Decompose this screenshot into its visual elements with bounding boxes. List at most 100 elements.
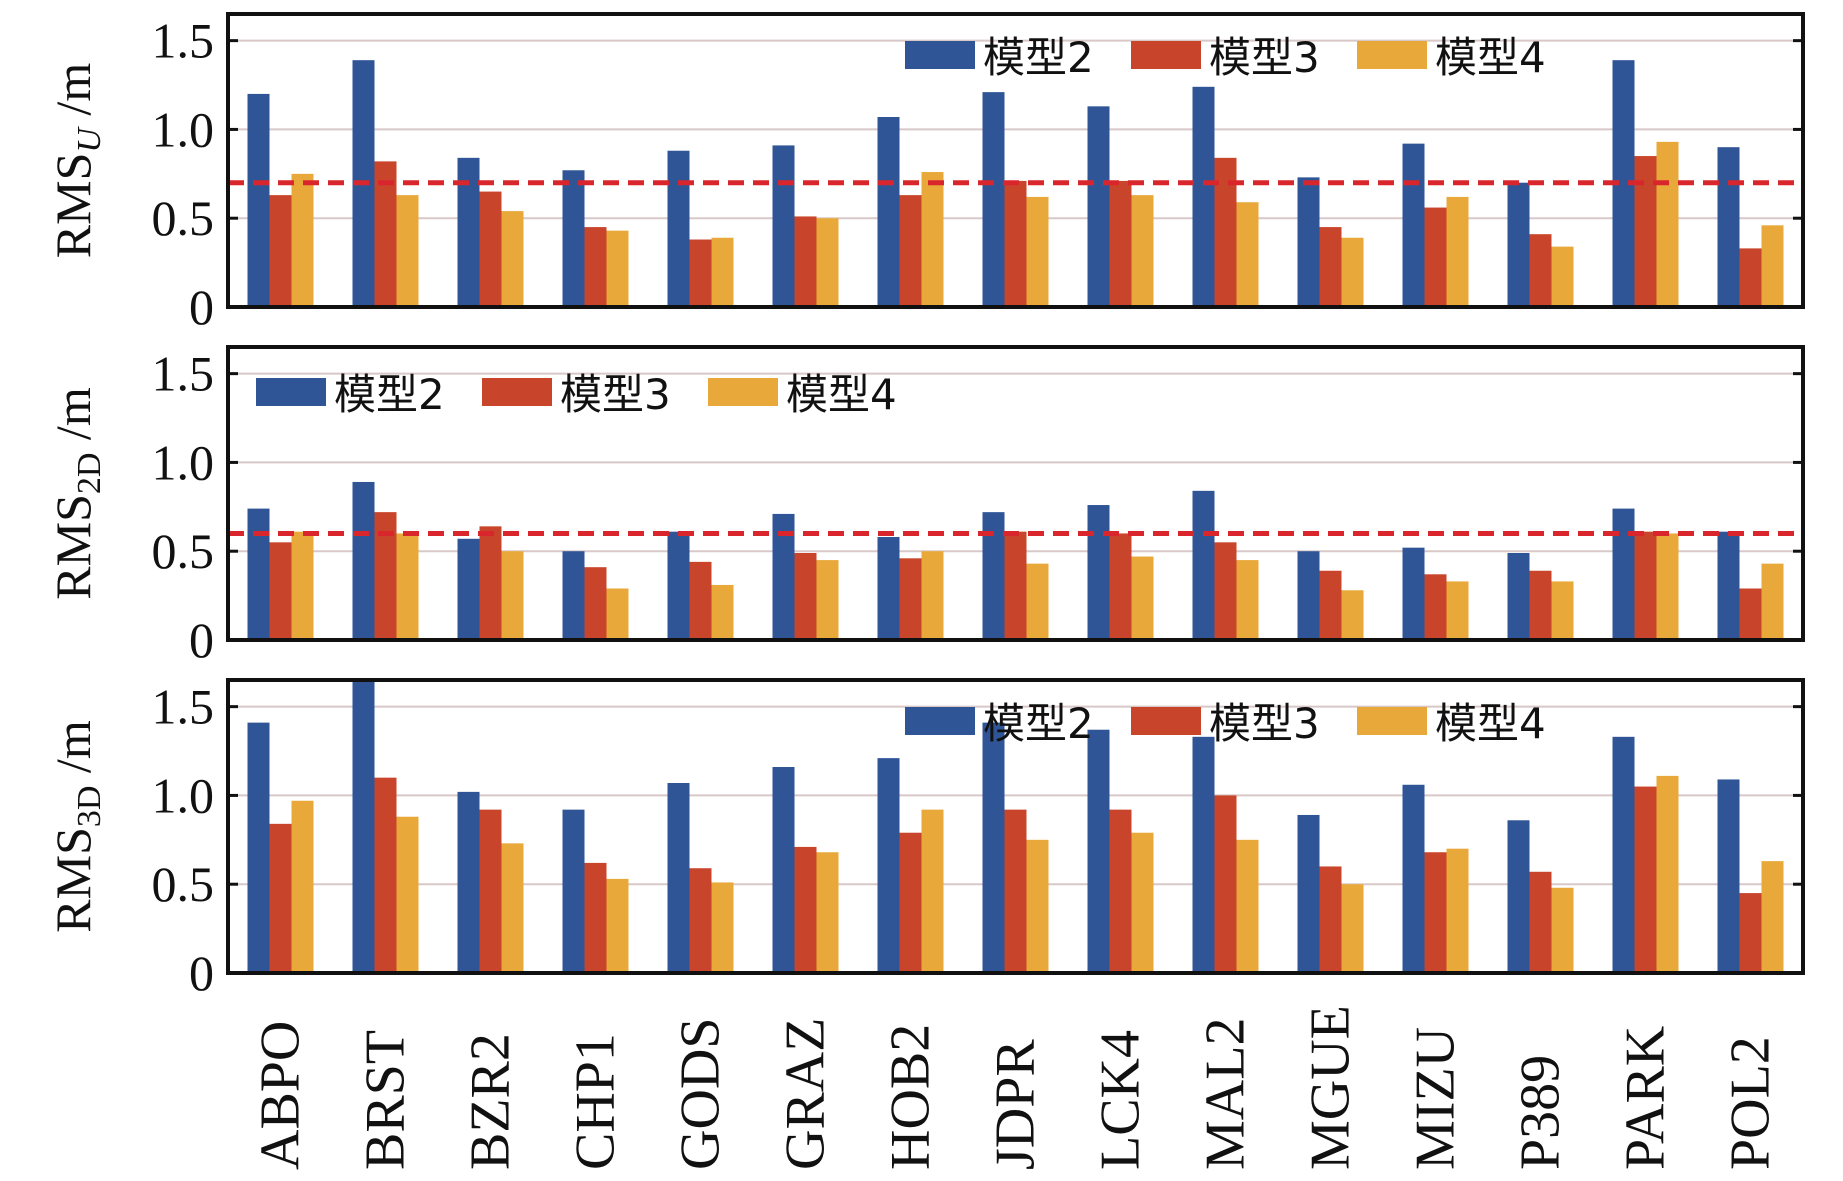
legend-label-model2: 模型2: [983, 33, 1094, 82]
bar-model3-graz: [794, 552, 817, 640]
bar-model4-park: [1656, 533, 1679, 640]
bar-model2-hob2: [877, 758, 900, 973]
bar-model4-p389: [1551, 581, 1574, 640]
legend-swatch-model3: [1131, 707, 1201, 735]
bar-model3-gods: [689, 561, 712, 640]
legend-swatch-model2: [905, 707, 975, 735]
y-axis-title-unit: /m: [45, 63, 101, 128]
legend-swatch-model2: [256, 378, 326, 406]
legend-swatch-model4: [708, 378, 778, 406]
bar-model2-mgue: [1297, 551, 1320, 640]
bar-model3-chp1: [584, 862, 607, 973]
bar-model2-bzr2: [457, 157, 480, 307]
bar-model2-chp1: [562, 551, 585, 640]
y-axis-title-unit: /m: [45, 387, 101, 452]
bar-model2-pol2: [1717, 779, 1740, 973]
bar-model3-mizu: [1424, 574, 1447, 640]
bar-model3-brst: [374, 777, 397, 973]
bar-model4-mal2: [1236, 560, 1259, 640]
legend-label-model3: 模型3: [1209, 33, 1320, 82]
bar-model3-mizu: [1424, 207, 1447, 307]
bar-model3-gods: [689, 239, 712, 307]
bar-model4-mgue: [1341, 237, 1364, 307]
bar-model4-gods: [711, 584, 734, 640]
y-axis-title-main: RMS: [45, 494, 101, 600]
legend-swatch-model3: [482, 378, 552, 406]
category-label-abpo: ABPO: [250, 1021, 312, 1170]
bar-model2-mal2: [1192, 86, 1215, 307]
y-tick-label: 0.5: [152, 190, 215, 246]
bar-model3-p389: [1529, 871, 1552, 973]
station-axis-labels: ABPO BRST BZR2 CHP1 GODS GRAZ HOB2 JDPR LCK4 MAL2…: [250, 1005, 1782, 1170]
bar-model2-mal2: [1192, 490, 1215, 640]
bar-model3-pol2: [1739, 248, 1762, 307]
bar-model2-graz: [772, 145, 795, 307]
bar-model4-bzr2: [501, 843, 524, 973]
bar-model2-p389: [1507, 820, 1530, 973]
bar-model2-mizu: [1402, 784, 1425, 973]
bar-model4-abpo: [291, 800, 314, 973]
bar-model4-chp1: [606, 878, 629, 973]
bar-model4-pol2: [1761, 861, 1784, 973]
bar-model4-bzr2: [501, 211, 524, 307]
bar-model2-p389: [1507, 552, 1530, 640]
bar-model2-chp1: [562, 170, 585, 307]
y-axis-title-unit: /m: [45, 720, 101, 785]
y-tick-label: 0.5: [152, 523, 215, 579]
bar-model4-brst: [396, 533, 419, 640]
bar-model4-pol2: [1761, 563, 1784, 640]
legend-label-model2: 模型2: [334, 370, 445, 419]
legend-label-model3: 模型3: [1209, 699, 1320, 748]
bar-model2-mal2: [1192, 736, 1215, 973]
category-label-pol2: POL2: [1720, 1036, 1782, 1170]
bar-model4-gods: [711, 237, 734, 307]
bar-model3-jdpr: [1004, 180, 1027, 307]
bar-model4-brst: [396, 195, 419, 307]
y-tick-label: 0: [189, 945, 214, 1001]
category-label-mizu: MIZU: [1405, 1027, 1467, 1170]
bar-model3-hob2: [899, 195, 922, 307]
bar-model2-abpo: [247, 508, 270, 640]
y-tick-label: 0: [189, 612, 214, 668]
y-axis-title-sub: U: [71, 126, 108, 153]
bar-model2-abpo: [247, 93, 270, 307]
bar-model4-brst: [396, 816, 419, 973]
bar-model3-park: [1634, 786, 1657, 973]
bar-model2-pol2: [1717, 147, 1740, 307]
category-label-brst: BRST: [355, 1030, 417, 1170]
bar-model4-jdpr: [1026, 563, 1049, 640]
bar-model4-chp1: [606, 230, 629, 307]
bar-model2-bzr2: [457, 791, 480, 973]
rms-u-panel: 0 0.5 1.0 1.5 RMSU /m 模型2 模型3 模型4: [45, 12, 1805, 335]
bar-model3-jdpr: [1004, 531, 1027, 640]
y-tick-label: 1.0: [152, 434, 215, 490]
bar-model4-mgue: [1341, 590, 1364, 640]
bar-model2-pol2: [1717, 531, 1740, 640]
bar-model4-mizu: [1446, 581, 1469, 640]
y-tick-label: 0: [189, 279, 214, 335]
y-tick-label: 1.5: [152, 679, 215, 735]
bar-model2-brst: [352, 680, 375, 973]
bar-model4-p389: [1551, 887, 1574, 973]
y-axis-title-sub: 3D: [71, 786, 108, 828]
bar-model3-mgue: [1319, 227, 1342, 307]
y-axis-title: RMS3D /m: [45, 720, 108, 933]
bar-model4-mal2: [1236, 839, 1259, 973]
bar-model3-chp1: [584, 567, 607, 640]
bar-model2-jdpr: [982, 512, 1005, 640]
bar-model2-mizu: [1402, 143, 1425, 307]
bar-model2-park: [1612, 736, 1635, 973]
bar-model4-bzr2: [501, 551, 524, 640]
bar-model4-abpo: [291, 531, 314, 640]
bar-model2-graz: [772, 767, 795, 973]
bar-model4-lck4: [1131, 556, 1154, 640]
bar-model3-mal2: [1214, 795, 1237, 973]
bar-model4-park: [1656, 775, 1679, 973]
bar-model3-p389: [1529, 570, 1552, 640]
bar-model4-hob2: [921, 551, 944, 640]
bar-model3-bzr2: [479, 809, 502, 973]
bar-model2-mizu: [1402, 547, 1425, 640]
legend-swatch-model4: [1357, 41, 1427, 69]
category-label-gods: GODS: [670, 1018, 732, 1170]
bar-model3-brst: [374, 512, 397, 640]
